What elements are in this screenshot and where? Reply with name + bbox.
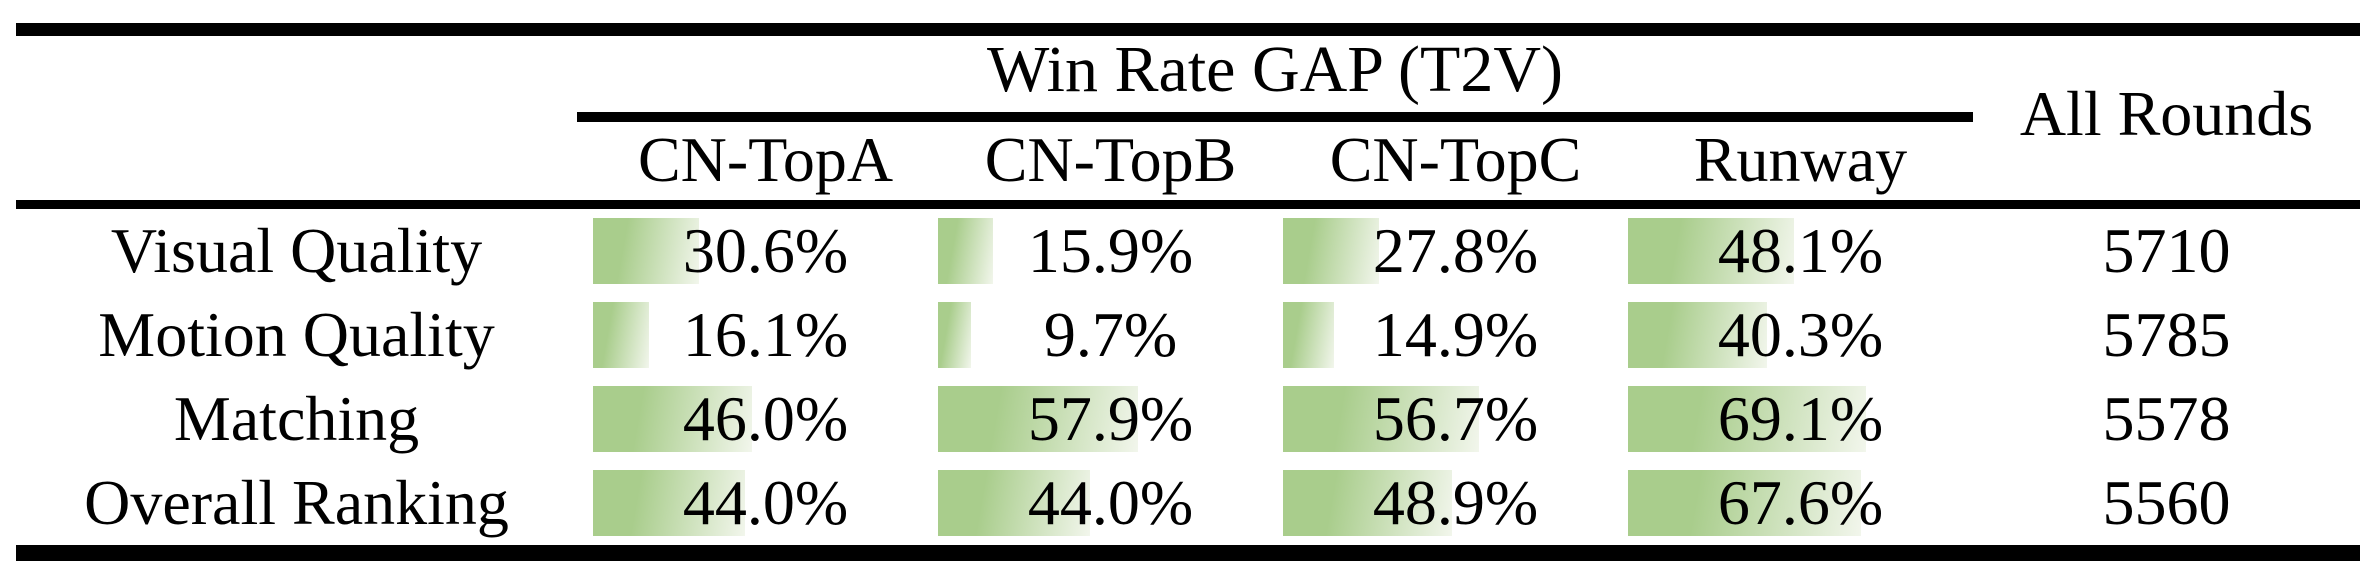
win-rate-value: 56.7% <box>1372 383 1539 454</box>
win-rate-value: 15.9% <box>1027 215 1194 286</box>
column-header: CN-TopB <box>984 124 1237 195</box>
win-rate-cell: 14.9% <box>1283 293 1628 377</box>
win-rate-cell: 40.3% <box>1628 293 1973 377</box>
win-rate-bar <box>1628 386 1866 452</box>
win-rate-cell: 15.9% <box>938 209 1283 293</box>
table-row: Matching 46.0% 57.9% 56.7% 69.1% 5578 <box>0 377 2376 461</box>
win-rate-cell: 44.0% <box>938 461 1283 545</box>
win-rate-value: 48.9% <box>1372 467 1539 538</box>
header-group-rule <box>577 112 1973 122</box>
row-label: Matching <box>173 383 420 454</box>
win-rate-bar <box>593 386 752 452</box>
win-rate-bar <box>1628 470 1861 536</box>
win-rate-bar <box>938 218 993 284</box>
win-rate-value: 48.1% <box>1717 215 1884 286</box>
bottom-rule <box>16 545 2360 561</box>
table-row: Visual Quality 30.6% 15.9% 27.8% 48.1% 5710 <box>0 209 2376 293</box>
win-rate-bar <box>593 302 649 368</box>
win-rate-value: 57.9% <box>1027 383 1194 454</box>
win-rate-bar <box>1283 386 1479 452</box>
win-rate-value: 16.1% <box>682 299 849 370</box>
win-rate-bar <box>1628 218 1794 284</box>
all-rounds-value: 5578 <box>2102 383 2231 454</box>
row-label: Overall Ranking <box>84 467 509 538</box>
win-rate-cell: 67.6% <box>1628 461 1973 545</box>
win-rate-bar <box>938 302 971 368</box>
all-rounds-value: 5560 <box>2102 467 2231 538</box>
win-rate-bar <box>593 218 699 284</box>
win-rate-cell: 44.0% <box>593 461 938 545</box>
win-rate-cell: 56.7% <box>1283 377 1628 461</box>
table-row: Motion Quality 16.1% 9.7% 14.9% 40.3% 5785 <box>0 293 2376 377</box>
column-header: Runway <box>1693 124 1908 195</box>
win-rate-value: 69.1% <box>1717 383 1884 454</box>
win-rate-value: 67.6% <box>1717 467 1884 538</box>
win-rate-cell: 16.1% <box>593 293 938 377</box>
header-separator-rule <box>16 200 2360 209</box>
all-rounds-value: 5785 <box>2102 299 2231 370</box>
column-header: CN-TopC <box>1329 124 1582 195</box>
all-rounds-header: All Rounds <box>2019 78 2314 149</box>
win-rate-value: 40.3% <box>1717 299 1884 370</box>
win-rate-cell: 57.9% <box>938 377 1283 461</box>
win-rate-value: 9.7% <box>1043 299 1178 370</box>
table-title: Win Rate GAP (T2V) <box>987 33 1563 106</box>
win-rate-value: 44.0% <box>1027 467 1194 538</box>
all-rounds-value: 5710 <box>2102 215 2231 286</box>
win-rate-bar <box>1628 302 1767 368</box>
win-rate-cell: 48.9% <box>1283 461 1628 545</box>
win-rate-value: 44.0% <box>682 467 849 538</box>
win-rate-bar <box>593 470 745 536</box>
win-rate-value: 30.6% <box>682 215 849 286</box>
win-rate-value: 14.9% <box>1372 299 1539 370</box>
win-rate-cell: 27.8% <box>1283 209 1628 293</box>
table-row: Overall Ranking 44.0% 44.0% 48.9% 67.6% 5560 <box>0 461 2376 545</box>
win-rate-cell: 9.7% <box>938 293 1283 377</box>
column-header: CN-TopA <box>637 124 894 195</box>
win-rate-cell: 30.6% <box>593 209 938 293</box>
win-rate-cell: 69.1% <box>1628 377 1973 461</box>
win-rate-bar <box>1283 302 1334 368</box>
row-label: Motion Quality <box>98 299 495 370</box>
win-rate-value: 46.0% <box>682 383 849 454</box>
win-rate-cell: 48.1% <box>1628 209 1973 293</box>
win-rate-bar <box>938 470 1090 536</box>
row-label: Visual Quality <box>110 215 483 286</box>
top-rule <box>16 23 2360 36</box>
win-rate-bar <box>1283 218 1379 284</box>
win-rate-bar <box>1283 470 1452 536</box>
win-rate-bar <box>938 386 1138 452</box>
win-rate-value: 27.8% <box>1372 215 1539 286</box>
win-rate-cell: 46.0% <box>593 377 938 461</box>
